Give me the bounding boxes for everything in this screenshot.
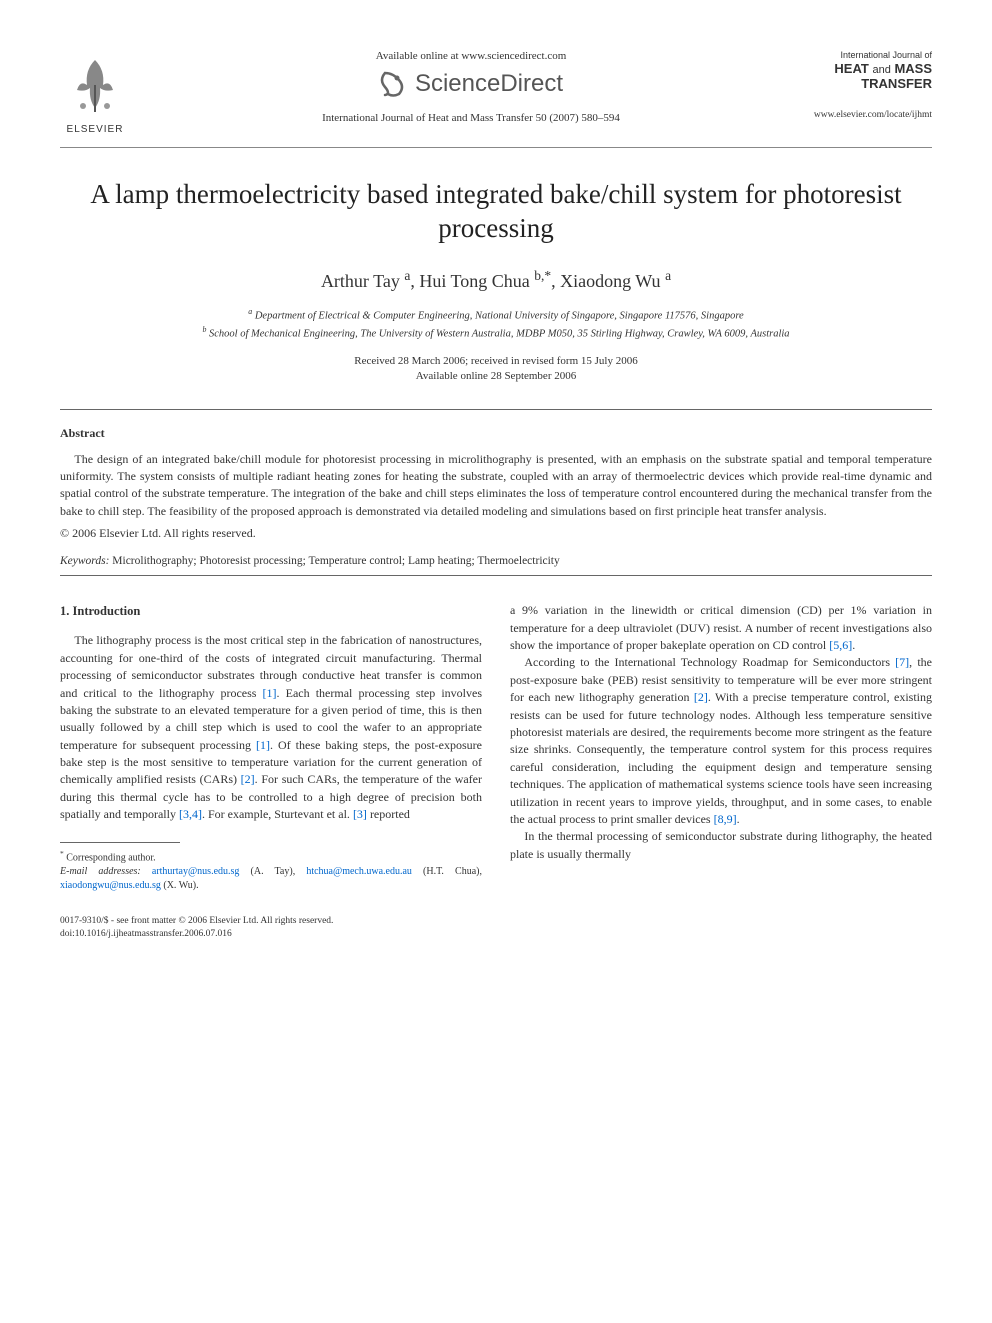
email-link[interactable]: htchua@mech.uwa.edu.au — [306, 866, 412, 877]
keywords-line: Keywords: Microlithography; Photoresist … — [60, 555, 932, 567]
intro-right-para1: a 9% variation in the linewidth or criti… — [510, 602, 932, 654]
available-online-text: Available online at www.sciencedirect.co… — [150, 50, 792, 62]
front-matter-line: 0017-9310/$ - see front matter © 2006 El… — [60, 916, 333, 926]
keywords-label: Keywords: — [60, 555, 109, 567]
left-column: 1. Introduction The lithography process … — [60, 602, 482, 893]
sciencedirect-brand: ScienceDirect — [150, 70, 792, 98]
intro-right-para2: According to the International Technolog… — [510, 654, 932, 828]
journal-title-heat: HEAT — [834, 61, 868, 76]
journal-title-block: HEAT and MASS TRANSFER — [812, 62, 932, 92]
email-link[interactable]: arthurtay@nus.edu.sg — [152, 866, 240, 877]
journal-prefix: International Journal of — [812, 50, 932, 60]
doi-line: doi:10.1016/j.ijheatmasstransfer.2006.07… — [60, 929, 232, 939]
keywords-text: Microlithography; Photoresist processing… — [112, 555, 559, 567]
journal-title-transfer: TRANSFER — [861, 76, 932, 91]
body-columns: 1. Introduction The lithography process … — [60, 602, 932, 893]
sciencedirect-icon — [379, 70, 407, 98]
abstract-heading: Abstract — [60, 426, 932, 441]
center-header: Available online at www.sciencedirect.co… — [130, 50, 812, 124]
received-date: Received 28 March 2006; received in revi… — [354, 355, 637, 367]
abstract-copyright: © 2006 Elsevier Ltd. All rights reserved… — [60, 526, 932, 541]
email-addresses-label: E-mail addresses: — [60, 866, 141, 877]
affiliation-a: Department of Electrical & Computer Engi… — [255, 310, 744, 321]
authors-line: Arthur Tay a, Hui Tong Chua b,*, Xiaodon… — [60, 268, 932, 292]
right-column: a 9% variation in the linewidth or criti… — [510, 602, 932, 893]
bottom-meta: 0017-9310/$ - see front matter © 2006 El… — [60, 915, 932, 941]
journal-title-mass: MASS — [894, 61, 932, 76]
intro-left-para: The lithography process is the most crit… — [60, 632, 482, 823]
article-dates: Received 28 March 2006; received in revi… — [60, 354, 932, 385]
journal-and: and — [872, 64, 890, 76]
article-title: A lamp thermoelectricity based integrate… — [60, 178, 932, 246]
journal-cover-box: International Journal of HEAT and MASS T… — [812, 50, 932, 120]
journal-url: www.elsevier.com/locate/ijhmt — [812, 110, 932, 120]
abstract-text: The design of an integrated bake/chill m… — [60, 451, 932, 521]
header-divider — [60, 147, 932, 148]
intro-right-para3: In the thermal processing of semiconduct… — [510, 828, 932, 863]
footnote-block: * Corresponding author. E-mail addresses… — [60, 849, 482, 893]
elsevier-label: ELSEVIER — [60, 124, 130, 135]
elsevier-tree-icon — [65, 50, 125, 120]
affiliations: a Department of Electrical & Computer En… — [60, 306, 932, 342]
email-link[interactable]: xiaodongwu@nus.edu.sg — [60, 880, 161, 891]
elsevier-logo: ELSEVIER — [60, 50, 130, 135]
journal-reference: International Journal of Heat and Mass T… — [150, 112, 792, 124]
header-row: ELSEVIER Available online at www.science… — [60, 50, 932, 135]
available-date: Available online 28 September 2006 — [416, 370, 576, 382]
affiliation-b: School of Mechanical Engineering, The Un… — [209, 328, 790, 339]
abstract-bottom-divider — [60, 575, 932, 576]
section-1-heading: 1. Introduction — [60, 602, 482, 620]
footnote-divider — [60, 842, 180, 843]
abstract-top-divider — [60, 409, 932, 410]
sciencedirect-text: ScienceDirect — [415, 70, 563, 98]
corresponding-author-label: Corresponding author. — [66, 852, 155, 863]
